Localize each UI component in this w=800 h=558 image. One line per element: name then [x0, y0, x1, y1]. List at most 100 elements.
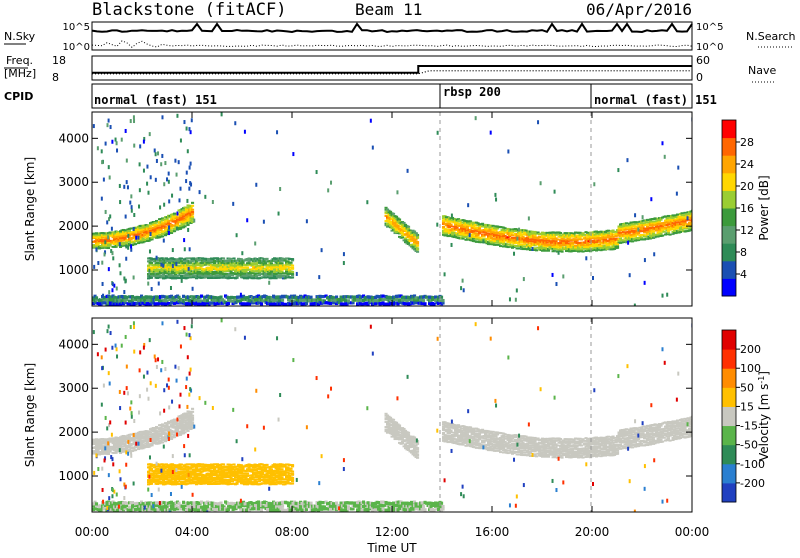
velocity-cell	[240, 464, 243, 466]
power-cell	[109, 244, 112, 246]
power-cell	[233, 262, 236, 264]
power-speckle	[475, 116, 477, 120]
velocity-cell	[156, 483, 159, 485]
power-speckle	[133, 144, 135, 148]
power-speckle	[127, 185, 129, 189]
power-cell	[559, 232, 562, 234]
power-cell	[195, 277, 198, 279]
power-speckle	[118, 299, 120, 303]
power-speckle	[146, 182, 148, 186]
power-speckle	[130, 194, 132, 198]
power-speckle	[123, 185, 125, 189]
power-cell	[163, 295, 166, 298]
power-speckle	[144, 300, 146, 304]
power-cell	[422, 299, 425, 302]
velocity-cell	[195, 483, 198, 485]
power-cell	[231, 274, 234, 276]
power-speckle	[176, 173, 178, 177]
power-speckle	[125, 279, 127, 283]
power-cell	[134, 243, 137, 245]
power-cell	[385, 302, 388, 305]
velocity-cell	[191, 417, 194, 419]
power-speckle	[183, 120, 185, 124]
power-speckle	[495, 198, 497, 202]
power-speckle	[146, 165, 148, 169]
power-speckle	[111, 227, 113, 231]
power-speckle	[188, 267, 190, 271]
noise-right-label: N.Search	[746, 30, 796, 43]
power-cell	[495, 244, 498, 246]
power-cell	[504, 235, 507, 237]
power-cell	[424, 302, 427, 305]
power-cell	[163, 218, 166, 220]
power-cell	[520, 243, 523, 245]
power-speckle	[111, 251, 113, 255]
velocity-cell	[149, 431, 152, 433]
velocity-cell	[150, 483, 153, 485]
power-speckle	[159, 205, 161, 209]
power-cell	[197, 269, 200, 271]
power-speckle	[137, 236, 139, 240]
power-speckle	[103, 178, 105, 182]
power-speckle	[321, 248, 323, 252]
power-cell	[197, 302, 200, 305]
power-cell	[191, 209, 194, 211]
power-speckle	[172, 248, 174, 252]
power-cell	[177, 274, 180, 276]
power-cell	[407, 226, 410, 228]
power-speckle	[125, 129, 127, 133]
power-cell	[173, 228, 176, 230]
power-speckle	[170, 286, 172, 290]
power-speckle	[157, 151, 159, 155]
power-cell	[465, 234, 468, 236]
velocity-cell	[161, 441, 164, 443]
power-speckle	[687, 216, 689, 220]
power-speckle	[554, 190, 556, 194]
power-cell	[261, 266, 264, 268]
velocity-cell	[95, 441, 98, 443]
power-cell	[456, 227, 459, 229]
power-speckle	[296, 272, 298, 276]
power-speckle	[148, 269, 150, 273]
power-cell	[160, 299, 163, 302]
power-speckle	[189, 247, 191, 251]
power-cell	[385, 207, 388, 209]
power-cell	[661, 235, 664, 237]
power-cell	[252, 272, 255, 274]
power-speckle	[467, 203, 469, 207]
velocity-cell	[150, 468, 153, 470]
power-speckle	[179, 198, 181, 202]
power-cell	[227, 302, 230, 305]
power-cell	[561, 251, 564, 253]
power-cell	[643, 228, 646, 230]
power-speckle	[644, 258, 646, 262]
power-speckle	[163, 182, 165, 186]
velocity-cell	[158, 468, 161, 470]
power-cell	[158, 262, 161, 264]
power-cell	[291, 265, 294, 267]
power-cell	[255, 275, 258, 277]
power-cell	[416, 251, 419, 253]
power-speckle	[127, 246, 129, 250]
power-speckle	[158, 282, 160, 286]
power-cell	[682, 217, 685, 219]
power-cell	[270, 262, 273, 264]
power-cell	[555, 234, 558, 236]
power-speckle	[482, 239, 484, 243]
power-speckle	[164, 161, 166, 165]
power-cell	[667, 232, 670, 234]
power-speckle	[279, 187, 281, 191]
power-speckle	[562, 274, 564, 278]
power-cell	[640, 236, 643, 238]
power-cell	[576, 239, 579, 241]
power-cell	[667, 215, 670, 217]
power-cell	[233, 257, 236, 259]
power-cell	[284, 260, 287, 262]
power-speckle	[190, 162, 192, 166]
power-speckle	[240, 293, 242, 297]
power-cell	[248, 269, 251, 271]
power-cell	[150, 277, 153, 279]
velocity-cell	[248, 475, 251, 477]
velocity-cell	[162, 474, 165, 476]
power-speckle	[129, 201, 131, 205]
